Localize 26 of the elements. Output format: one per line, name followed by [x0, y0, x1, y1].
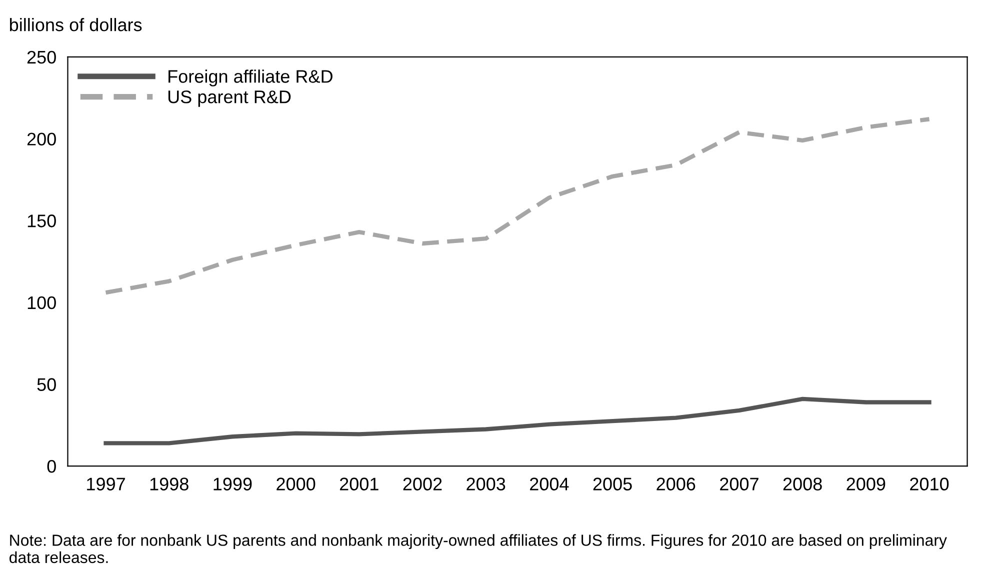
y-axis-title: billions of dollars	[10, 18, 142, 32]
legend-label: US parent R&D	[168, 90, 291, 107]
x-tick-label: 2006	[656, 478, 696, 490]
x-tick-label: 2000	[276, 478, 316, 490]
y-tick-label: 0	[47, 460, 56, 473]
y-tick-label: 150	[28, 214, 56, 228]
x-tick-label: 2005	[593, 478, 632, 490]
y-tick-label: 200	[27, 132, 56, 146]
x-tick-label: 2007	[720, 478, 758, 490]
y-tick-label: 250	[27, 50, 56, 64]
x-tick-label: 1999	[214, 478, 252, 490]
x-tick-label: 2001	[340, 478, 378, 490]
text: Note: Data are for nonbank US parents and nonbank majority-owned affiliates of US firms. Figures for 2010 are based on preliminary data releases.	[10, 534, 947, 564]
x-tick-label: 2010	[910, 478, 949, 490]
line-series	[104, 396, 932, 446]
x-tick-label: 2003	[466, 478, 506, 490]
x-tick-label: 2004	[530, 478, 569, 490]
x-tick-label: 2008	[783, 478, 822, 490]
legend-label: Foreign affiliate R&D	[168, 70, 332, 86]
y-tick-label: 100	[28, 296, 56, 310]
y-tick-label: 50	[37, 378, 56, 391]
x-tick-label: 2002	[403, 478, 442, 490]
x-tick-label: 2009	[846, 478, 886, 490]
x-tick-label: 1998	[150, 478, 188, 490]
line-series	[104, 117, 932, 295]
x-tick-label: 1997	[87, 478, 125, 490]
